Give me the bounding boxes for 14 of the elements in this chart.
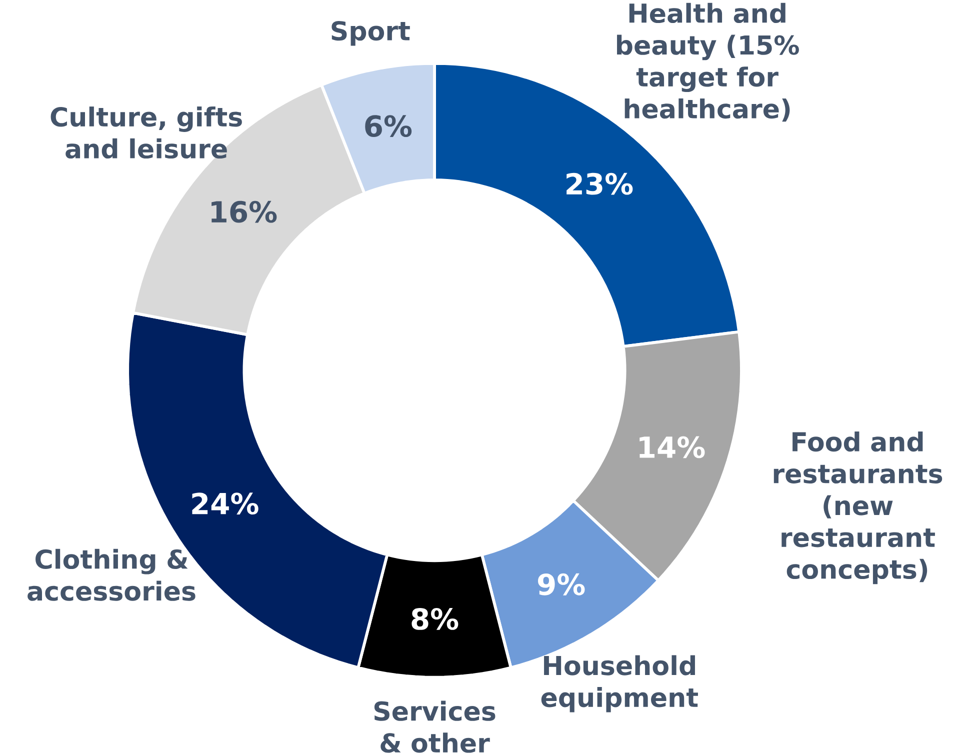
slice-label: Household equipment xyxy=(541,655,698,712)
data-label: 23% xyxy=(566,173,633,195)
slice-label: Culture, gifts and leisure xyxy=(50,106,242,159)
data-label: 16% xyxy=(212,201,277,223)
slice-label: Services & other xyxy=(374,700,496,753)
slice-label: Clothing & accessories xyxy=(28,549,196,602)
slice-label: Food and restaurants (new restaurant concepts) xyxy=(774,432,942,584)
data-label: 24% xyxy=(192,492,258,515)
slice-label: Health and beauty (15% target for healthcare) xyxy=(617,3,799,122)
data-label: 14% xyxy=(640,436,705,458)
data-label: 9% xyxy=(538,574,585,596)
data-label: 6% xyxy=(365,115,412,138)
slice-label: Sport xyxy=(332,21,410,46)
data-label: 8% xyxy=(412,608,458,630)
